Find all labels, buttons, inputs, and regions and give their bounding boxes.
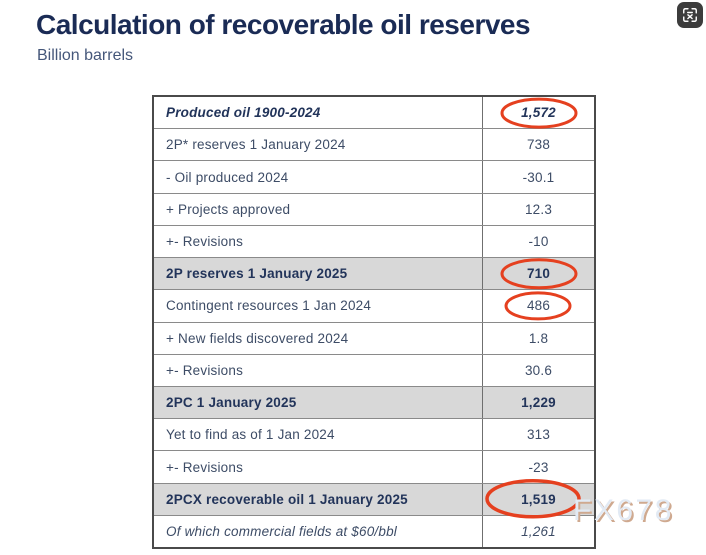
row-value: 1.8: [528, 330, 549, 346]
table-row: 2P* reserves 1 January 2024 738: [154, 129, 594, 162]
row-value: 30.6: [524, 362, 553, 378]
row-label: 2PC 1 January 2025: [154, 386, 483, 419]
row-value: -10: [528, 233, 549, 249]
row-label: +- Revisions: [154, 451, 483, 483]
watermark: FX678: [573, 494, 674, 527]
row-value: 1,261: [521, 523, 556, 539]
row-label: 2P reserves 1 January 2025: [154, 258, 483, 290]
row-value: 1,572: [521, 105, 556, 121]
row-value: 486: [526, 298, 551, 314]
row-value: 313: [526, 427, 551, 443]
row-label: +- Revisions: [154, 354, 483, 386]
row-label: - Oil produced 2024: [154, 161, 483, 193]
row-label: + New fields discovered 2024: [154, 322, 483, 354]
table-row: 2P reserves 1 January 2025 710: [154, 258, 594, 291]
row-label: 2PCX recoverable oil 1 January 2025: [154, 483, 483, 515]
row-value: 12.3: [524, 201, 553, 217]
table-row: 2PC 1 January 2025 1,229: [154, 386, 594, 420]
row-label: +- Revisions: [154, 225, 483, 258]
row-label: Of which commercial fields at $60/bbl: [154, 515, 483, 548]
row-label: Contingent resources 1 Jan 2024: [154, 290, 483, 322]
row-value: -30.1: [522, 169, 555, 185]
row-label: Yet to find as of 1 Jan 2024: [154, 419, 483, 451]
table-row: Produced oil 1900-2024 1,572: [154, 97, 594, 130]
image-translate-icon[interactable]: [677, 2, 703, 28]
table-row: + New fields discovered 2024 1.8: [154, 322, 594, 355]
viewfinder-x-glyph: [683, 8, 697, 22]
reserves-table: Produced oil 1900-2024 1,572 2P* reserve…: [152, 95, 596, 549]
row-value: 1,229: [521, 395, 556, 411]
table-row: 2PCX recoverable oil 1 January 2025 1,51…: [154, 483, 594, 516]
table-row: Of which commercial fields at $60/bbl 1,…: [154, 515, 594, 548]
table-row: +- Revisions -23: [154, 451, 594, 484]
table-row: + Projects approved 12.3: [154, 193, 594, 226]
page-subtitle: Billion barrels: [37, 47, 134, 64]
page-title: Calculation of recoverable oil reserves: [36, 9, 531, 40]
row-label: 2P* reserves 1 January 2024: [154, 129, 483, 161]
row-value: 738: [526, 137, 551, 153]
row-label: + Projects approved: [154, 193, 483, 225]
row-label: Produced oil 1900-2024: [154, 97, 483, 129]
table-row: - Oil produced 2024 -30.1: [154, 161, 594, 194]
table-row: Yet to find as of 1 Jan 2024 313: [154, 419, 594, 452]
table-row: +- Revisions 30.6: [154, 354, 594, 387]
table-row: +- Revisions -10: [154, 225, 594, 259]
row-value: 710: [526, 266, 551, 282]
row-value: -23: [528, 459, 549, 475]
table-row: Contingent resources 1 Jan 2024 486: [154, 290, 594, 323]
